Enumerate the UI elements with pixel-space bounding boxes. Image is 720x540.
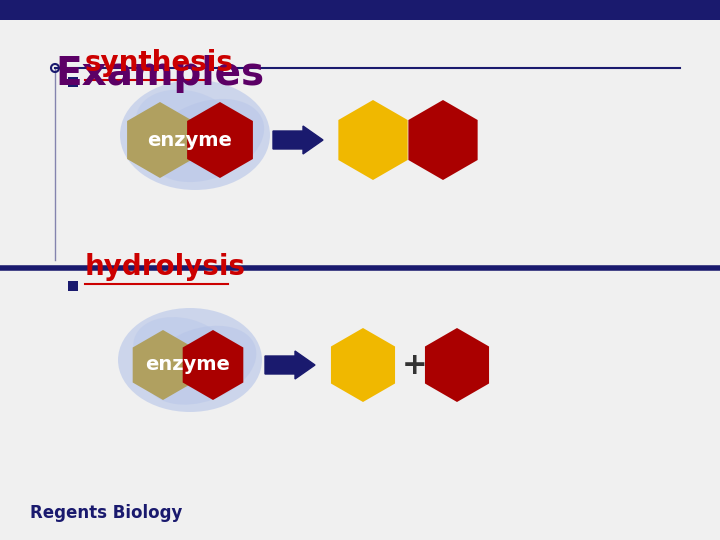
Polygon shape: [132, 330, 193, 400]
Text: +: +: [402, 350, 428, 380]
FancyBboxPatch shape: [68, 77, 78, 87]
Polygon shape: [127, 102, 193, 178]
Text: enzyme: enzyme: [148, 131, 233, 150]
Ellipse shape: [120, 80, 270, 190]
FancyArrow shape: [265, 351, 315, 379]
Polygon shape: [425, 328, 489, 402]
Ellipse shape: [136, 90, 239, 164]
Text: enzyme: enzyme: [145, 355, 230, 375]
FancyBboxPatch shape: [68, 281, 78, 291]
Text: synthesis: synthesis: [85, 49, 234, 77]
Ellipse shape: [118, 308, 262, 412]
Text: Examples: Examples: [55, 55, 264, 93]
Text: Regents Biology: Regents Biology: [30, 504, 182, 522]
FancyBboxPatch shape: [0, 0, 720, 20]
Ellipse shape: [133, 317, 233, 387]
Text: hydrolysis: hydrolysis: [85, 253, 246, 281]
Polygon shape: [187, 102, 253, 178]
Ellipse shape: [145, 326, 256, 404]
Polygon shape: [408, 100, 477, 180]
Polygon shape: [331, 328, 395, 402]
Polygon shape: [183, 330, 243, 400]
FancyArrow shape: [273, 126, 323, 154]
Ellipse shape: [148, 99, 264, 182]
Polygon shape: [338, 100, 408, 180]
